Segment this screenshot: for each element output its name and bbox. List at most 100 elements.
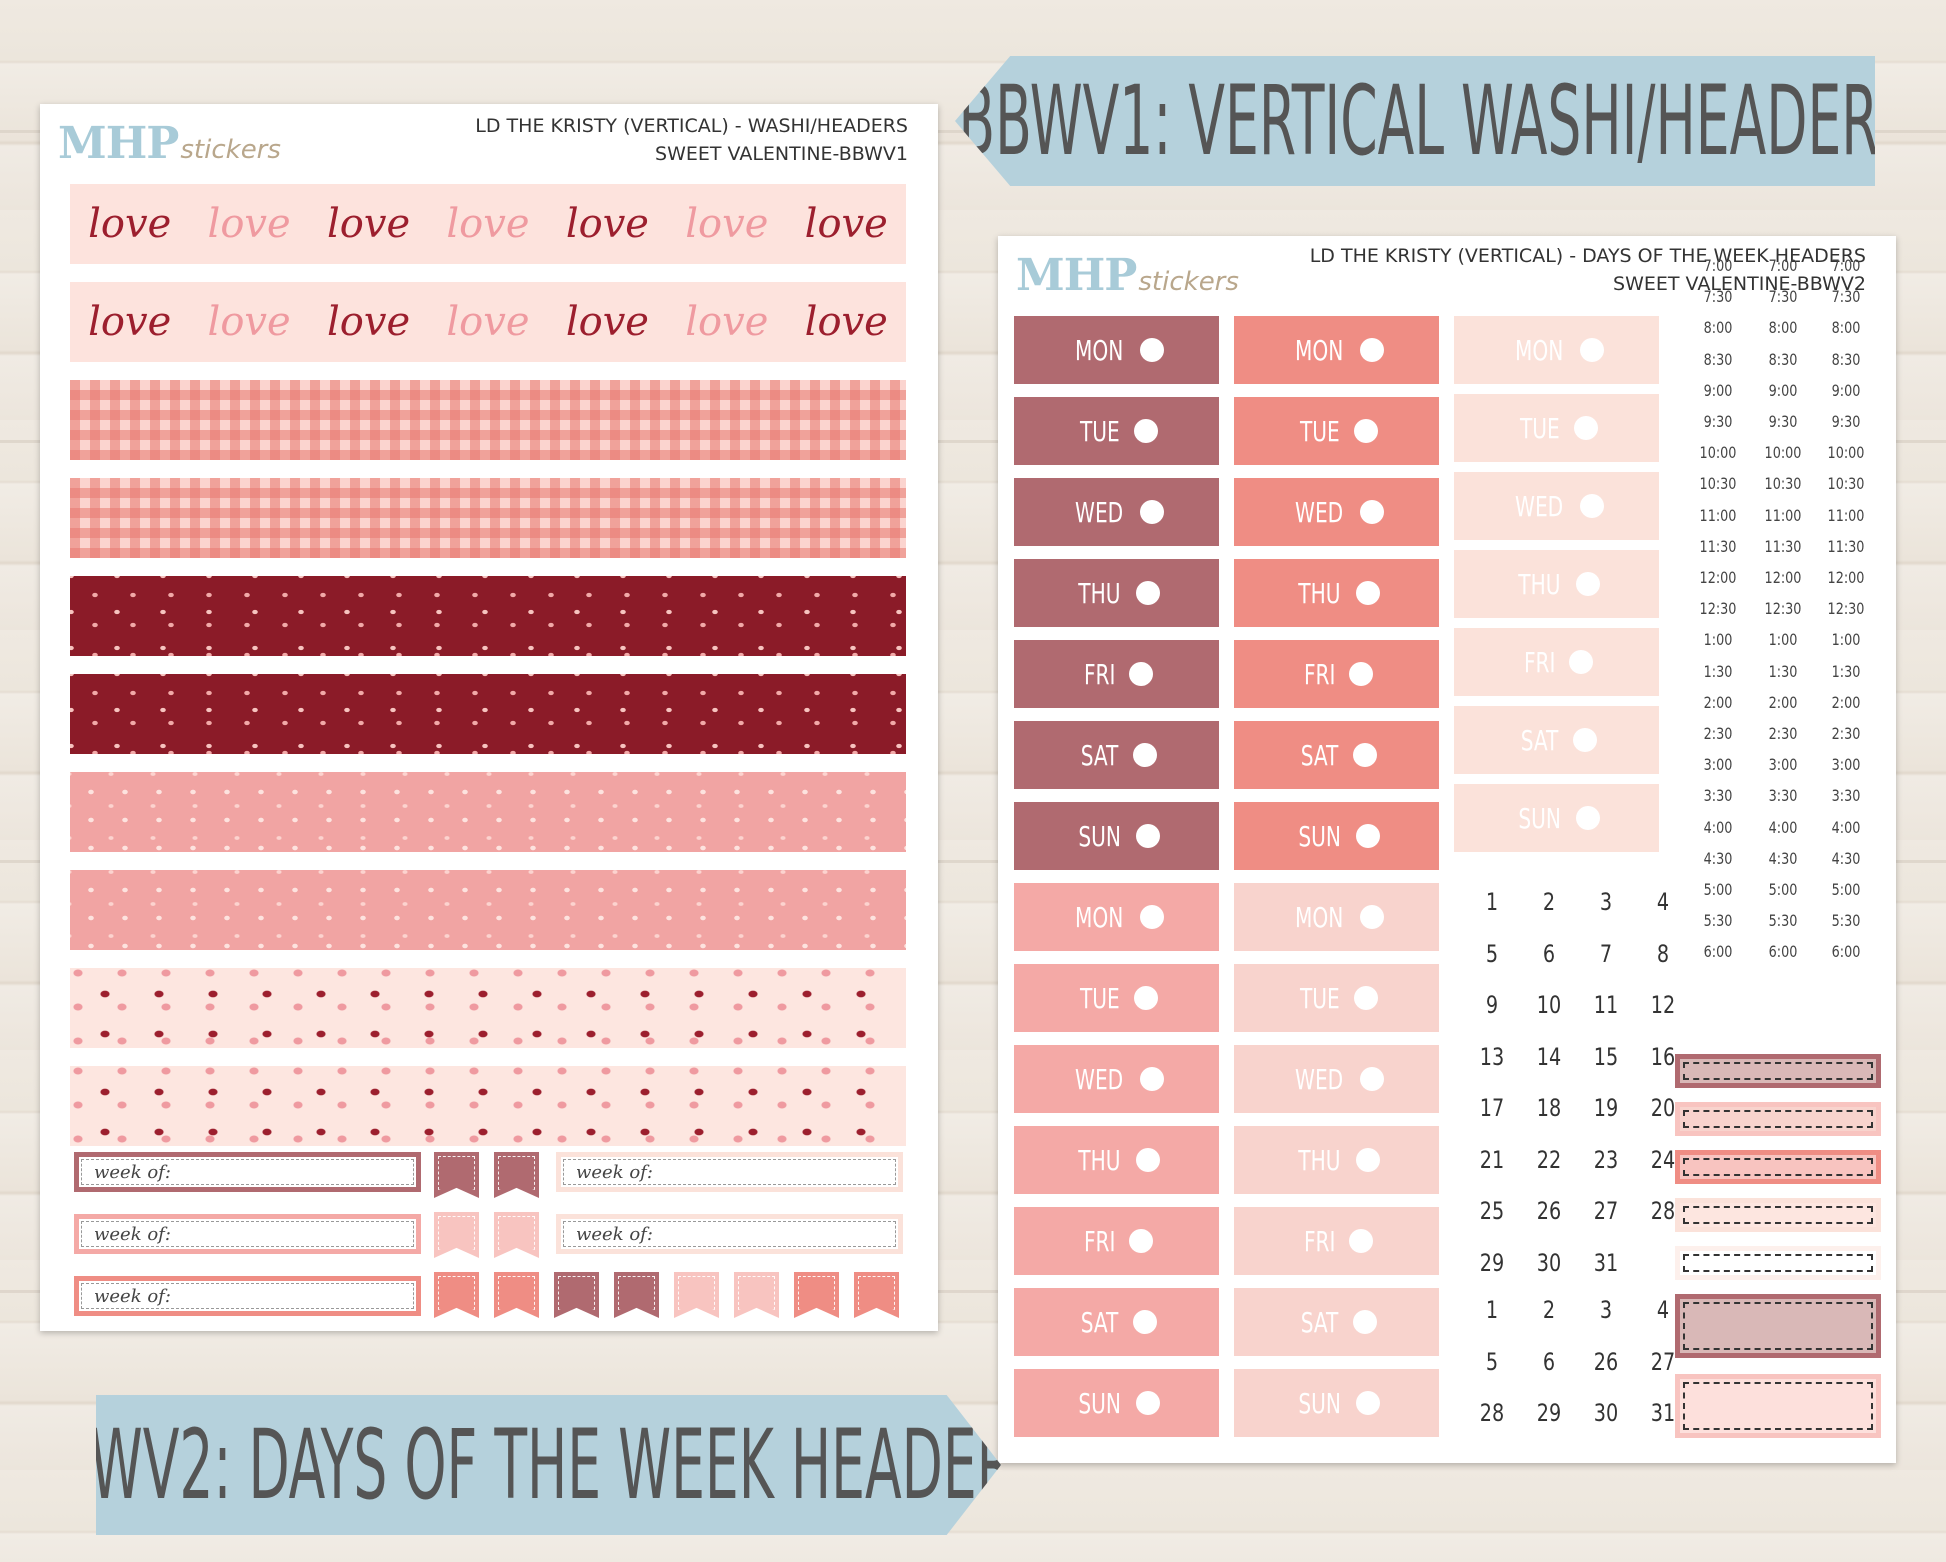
time-label: 3:00 xyxy=(1831,755,1861,775)
time-label: 9:30 xyxy=(1768,412,1798,431)
date-number: 23 xyxy=(1593,1145,1619,1174)
circle-icon xyxy=(1354,419,1379,443)
love-word: love xyxy=(565,299,649,345)
day-header-pale: THU xyxy=(1454,550,1659,618)
day-header-blush: THU xyxy=(1234,1126,1439,1194)
day-header-pale: FRI xyxy=(1454,628,1659,696)
time-label: 6:00 xyxy=(1768,942,1798,962)
date-number: 30 xyxy=(1536,1248,1562,1277)
sticker-sheet-days: MHPstickers LD THE KRISTY (VERTICAL) - D… xyxy=(998,236,1896,1463)
time-label: 8:30 xyxy=(1831,349,1861,369)
time-label: 2:00 xyxy=(1831,692,1861,712)
time-label: 5:30 xyxy=(1831,911,1861,931)
date-number: 19 xyxy=(1593,1094,1619,1122)
label-box xyxy=(1675,1054,1881,1088)
day-label: WED xyxy=(1075,495,1124,529)
date-number: 27 xyxy=(1593,1197,1619,1225)
time-label: 5:30 xyxy=(1768,911,1798,931)
day-header-coral: TUE xyxy=(1234,397,1439,465)
day-label: SAT xyxy=(1300,1305,1339,1339)
circle-icon xyxy=(1359,905,1384,929)
circle-icon xyxy=(1139,905,1164,929)
love-word: love xyxy=(326,201,411,247)
time-label: 7:00 xyxy=(1831,256,1861,275)
banner-bbwv2-text: BBWV2: DAYS OF THE WEEK HEADERS xyxy=(18,1409,1049,1521)
day-label: TUE xyxy=(1299,981,1340,1015)
date-number: 27 xyxy=(1650,1347,1676,1376)
date-number: 15 xyxy=(1593,1042,1619,1071)
time-label: 8:00 xyxy=(1831,318,1861,338)
circle-icon xyxy=(1579,494,1604,518)
logo-brand: MHP xyxy=(58,118,179,169)
date-number: 24 xyxy=(1650,1145,1676,1174)
date-number: 28 xyxy=(1479,1399,1505,1427)
day-label: TUE xyxy=(1299,414,1340,448)
label-box xyxy=(1675,1150,1881,1184)
flag-sticker xyxy=(554,1272,599,1318)
time-label: 1:00 xyxy=(1768,630,1798,650)
washi-strip-confetti-hearts-2 xyxy=(70,1066,906,1146)
washi-strip-pink-hearts-2 xyxy=(70,870,906,950)
time-label: 10:00 xyxy=(1699,443,1737,463)
day-label: TUE xyxy=(1079,981,1120,1015)
date-number: 29 xyxy=(1479,1248,1505,1277)
time-label: 5:30 xyxy=(1703,911,1733,931)
date-number: 9 xyxy=(1485,991,1499,1019)
day-header-blush: TUE xyxy=(1234,964,1439,1032)
day-header-pink: SUN xyxy=(1014,1369,1219,1437)
circle-icon xyxy=(1356,1391,1381,1415)
time-label: 3:00 xyxy=(1703,755,1733,775)
label-box xyxy=(1675,1246,1881,1280)
day-label: FRI xyxy=(1523,645,1556,679)
flag-sticker xyxy=(494,1212,539,1258)
circle-icon xyxy=(1355,1148,1380,1172)
banner-bbwv2: BBWV2: DAYS OF THE WEEK HEADERS xyxy=(96,1395,1001,1535)
day-label: TUE xyxy=(1519,411,1560,445)
day-label: SUN xyxy=(1078,1386,1121,1420)
time-label: 3:30 xyxy=(1831,786,1861,806)
day-label: MON xyxy=(1295,900,1344,934)
time-label: 1:30 xyxy=(1831,661,1861,681)
time-label: 12:30 xyxy=(1699,599,1737,619)
circle-icon xyxy=(1139,1067,1164,1091)
time-label: 11:00 xyxy=(1827,505,1865,525)
date-number: 22 xyxy=(1536,1145,1562,1174)
date-number: 6 xyxy=(1542,939,1556,968)
circle-icon xyxy=(1359,338,1384,362)
day-label: SAT xyxy=(1080,738,1119,772)
banner-bbwv1-text: BBWV1: VERTICAL WASHI/HEADERS xyxy=(957,65,1913,177)
circle-icon xyxy=(1134,986,1159,1010)
time-label: 6:00 xyxy=(1831,942,1861,962)
date-number: 3 xyxy=(1599,1296,1613,1324)
sticker-sheet-washi: MHPstickers LD THE KRISTY (VERTICAL) - W… xyxy=(40,104,938,1331)
time-label: 2:30 xyxy=(1768,724,1798,743)
time-label: 11:30 xyxy=(1699,536,1737,556)
time-label: 3:30 xyxy=(1703,786,1733,806)
day-header-blush: SUN xyxy=(1234,1369,1439,1437)
time-label: 11:00 xyxy=(1764,505,1802,525)
week-of-label: week of: xyxy=(563,1159,896,1185)
sheet-title: LD THE KRISTY (VERTICAL) - WASHI/HEADERS… xyxy=(475,112,908,168)
day-label: WED xyxy=(1295,1062,1344,1096)
flag-sticker xyxy=(434,1212,479,1258)
sheet-title-line1: LD THE KRISTY (VERTICAL) - DAYS OF THE W… xyxy=(1309,245,1866,267)
day-header-mauve: TUE xyxy=(1014,397,1219,465)
time-label: 11:30 xyxy=(1764,536,1802,556)
day-header-coral: WED xyxy=(1234,478,1439,546)
logo-script: stickers xyxy=(180,135,281,165)
day-label: SUN xyxy=(1298,819,1341,853)
week-of-header-2: week of: xyxy=(74,1214,421,1254)
time-label: 7:00 xyxy=(1768,256,1798,275)
time-label: 9:00 xyxy=(1831,380,1861,400)
circle-icon xyxy=(1139,338,1164,362)
circle-icon xyxy=(1129,662,1154,686)
time-label: 12:00 xyxy=(1699,568,1737,587)
date-number: 7 xyxy=(1599,939,1613,968)
time-label: 2:30 xyxy=(1703,724,1733,743)
time-label: 9:00 xyxy=(1768,380,1798,400)
date-number: 6 xyxy=(1542,1347,1556,1376)
time-label: 5:00 xyxy=(1768,880,1798,899)
time-label: 7:00 xyxy=(1703,256,1733,275)
time-label: 10:00 xyxy=(1764,443,1802,463)
day-label: THU xyxy=(1298,576,1341,610)
